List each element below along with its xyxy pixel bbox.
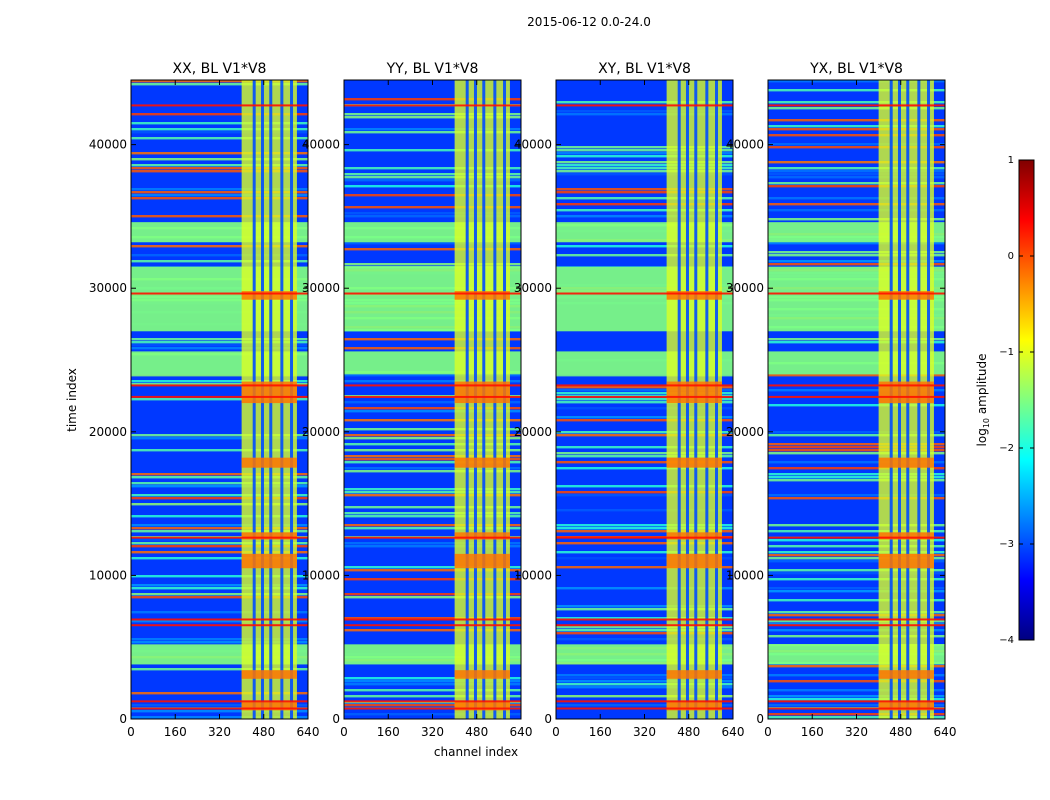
heatmap-panel: YX, BL V1*V8 0 160 320 480 640 0 10000 20000 3000… — [726, 61, 957, 739]
y-tick-label: 0 — [544, 712, 552, 726]
x-tick-label: 160 — [164, 725, 187, 739]
panel-title: YX, BL V1*V8 — [809, 61, 903, 77]
x-tick-label: 320 — [845, 725, 868, 739]
x-axis-label: channel index — [434, 745, 518, 759]
y-axis-label: time index — [65, 368, 79, 432]
x-tick-label: 640 — [722, 725, 745, 739]
x-tick-label: 160 — [801, 725, 824, 739]
x-tick-label: 480 — [465, 725, 488, 739]
panel-title: YY, BL V1*V8 — [386, 61, 479, 77]
colorbar-tick-label: −1 — [999, 347, 1014, 358]
y-tick-label: 20000 — [726, 425, 764, 439]
x-tick-label: 480 — [677, 725, 700, 739]
x-tick-label: 160 — [377, 725, 400, 739]
y-tick-label: 10000 — [514, 568, 552, 582]
x-tick-label: 480 — [889, 725, 912, 739]
heatmap-panel: XY, BL V1*V8 0 160 320 480 640 0 10000 20000 3000… — [514, 61, 745, 739]
colorbar: 1 0 −1 −2 −3 −4 log10 amplitude — [975, 155, 1035, 646]
heatmap-image — [556, 80, 733, 719]
y-tick-label: 0 — [119, 712, 127, 726]
panel-title: XY, BL V1*V8 — [598, 61, 691, 77]
y-tick-label: 20000 — [89, 425, 127, 439]
x-tick-label: 320 — [421, 725, 444, 739]
y-tick-label: 20000 — [302, 425, 340, 439]
panel-title: XX, BL V1*V8 — [173, 61, 267, 77]
x-tick-label: 0 — [764, 725, 772, 739]
y-tick-label: 40000 — [89, 138, 127, 152]
x-tick-label: 640 — [297, 725, 320, 739]
y-tick-label: 30000 — [514, 281, 552, 295]
y-tick-label: 10000 — [89, 568, 127, 582]
y-tick-label: 10000 — [302, 568, 340, 582]
colorbar-label: log10 amplitude — [975, 354, 991, 447]
y-tick-label: 0 — [332, 712, 340, 726]
y-tick-label: 40000 — [514, 138, 552, 152]
colorbar-tick-label: −3 — [999, 539, 1014, 550]
figure-title: 2015-06-12 0.0-24.0 — [527, 15, 651, 29]
colorbar-tick-label: 0 — [1008, 251, 1014, 262]
heatmap-panel: XX, BL V1*V8 0 160 320 480 640 0 10000 20000 3000… — [89, 61, 320, 739]
x-tick-label: 160 — [589, 725, 612, 739]
heatmap-image — [131, 80, 308, 719]
x-tick-label: 0 — [127, 725, 135, 739]
x-tick-label: 640 — [934, 725, 957, 739]
x-tick-label: 480 — [252, 725, 275, 739]
heatmap-panels: XX, BL V1*V8 0 160 320 480 640 0 10000 20000 3000… — [89, 61, 957, 739]
heatmap-panel: YY, BL V1*V8 0 160 320 480 640 0 10000 20000 3000… — [302, 61, 533, 739]
x-tick-label: 320 — [208, 725, 231, 739]
x-tick-label: 0 — [340, 725, 348, 739]
y-tick-label: 30000 — [726, 281, 764, 295]
colorbar-tick-label: −2 — [999, 443, 1014, 454]
y-tick-label: 10000 — [726, 568, 764, 582]
colorbar-tick-label: −4 — [999, 635, 1014, 646]
y-tick-label: 40000 — [302, 138, 340, 152]
y-tick-label: 20000 — [514, 425, 552, 439]
x-tick-label: 640 — [510, 725, 533, 739]
y-tick-label: 40000 — [726, 138, 764, 152]
heatmap-image — [344, 80, 521, 719]
colorbar-tick-label: 1 — [1008, 155, 1014, 166]
heatmap-image — [768, 80, 945, 719]
x-tick-label: 0 — [552, 725, 560, 739]
y-tick-label: 30000 — [302, 281, 340, 295]
y-tick-label: 0 — [756, 712, 764, 726]
y-tick-label: 30000 — [89, 281, 127, 295]
x-tick-label: 320 — [633, 725, 656, 739]
colorbar-gradient — [1018, 159, 1035, 641]
